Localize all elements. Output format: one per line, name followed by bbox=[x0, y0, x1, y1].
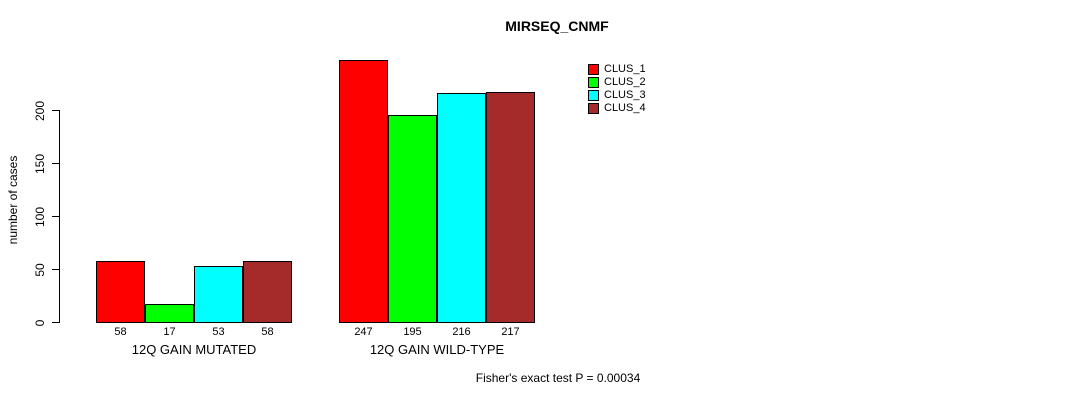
legend-swatch-icon bbox=[588, 64, 599, 75]
legend: CLUS_1 CLUS_2 CLUS_3 CLUS_4 bbox=[588, 64, 646, 116]
bar-clus_3 bbox=[194, 266, 243, 323]
legend-swatch-icon bbox=[588, 103, 599, 114]
legend-label: CLUS_3 bbox=[604, 89, 646, 101]
legend-label: CLUS_1 bbox=[604, 63, 646, 75]
legend-swatch-icon bbox=[588, 90, 599, 101]
bar-clus_3 bbox=[437, 93, 486, 323]
y-axis-line bbox=[59, 110, 60, 323]
y-tick-mark bbox=[52, 216, 59, 217]
legend-label: CLUS_4 bbox=[604, 102, 646, 114]
bar-value-label: 58 bbox=[261, 326, 274, 338]
y-tick-mark bbox=[52, 163, 59, 164]
bar-value-label: 17 bbox=[163, 326, 176, 338]
y-tick-label: 50 bbox=[33, 262, 47, 277]
bar-clus_4 bbox=[243, 261, 292, 323]
bar-value-label: 58 bbox=[114, 326, 127, 338]
y-tick-mark bbox=[52, 110, 59, 111]
stat-test-note: Fisher's exact test P = 0.00034 bbox=[475, 371, 641, 385]
bar-clus_1 bbox=[339, 60, 388, 323]
y-axis-title: number of cases bbox=[6, 155, 20, 245]
y-tick-mark bbox=[52, 269, 59, 270]
y-tick-label: 150 bbox=[33, 153, 47, 174]
group-label: 12Q GAIN WILD-TYPE bbox=[369, 342, 505, 357]
legend-item-clus_1: CLUS_1 bbox=[588, 64, 646, 75]
bar-clus_1 bbox=[96, 261, 145, 323]
y-tick-label: 0 bbox=[33, 319, 47, 326]
legend-item-clus_4: CLUS_4 bbox=[588, 103, 646, 114]
legend-label: CLUS_2 bbox=[604, 76, 646, 88]
y-tick-mark bbox=[52, 322, 59, 323]
chart-title: MIRSEQ_CNMF bbox=[505, 18, 609, 34]
legend-swatch-icon bbox=[588, 77, 599, 88]
bar-value-label: 247 bbox=[354, 326, 373, 338]
bar-value-label: 195 bbox=[403, 326, 422, 338]
bar-clus_2 bbox=[145, 304, 194, 323]
bar-clus_2 bbox=[388, 115, 437, 323]
bar-value-label: 53 bbox=[212, 326, 225, 338]
group-label: 12Q GAIN MUTATED bbox=[131, 342, 257, 357]
legend-item-clus_2: CLUS_2 bbox=[588, 77, 646, 88]
y-tick-label: 100 bbox=[33, 206, 47, 227]
legend-item-clus_3: CLUS_3 bbox=[588, 90, 646, 101]
y-tick-label: 200 bbox=[33, 100, 47, 121]
bar-value-label: 217 bbox=[501, 326, 520, 338]
bar-value-label: 216 bbox=[452, 326, 471, 338]
bar-clus_4 bbox=[486, 92, 535, 323]
